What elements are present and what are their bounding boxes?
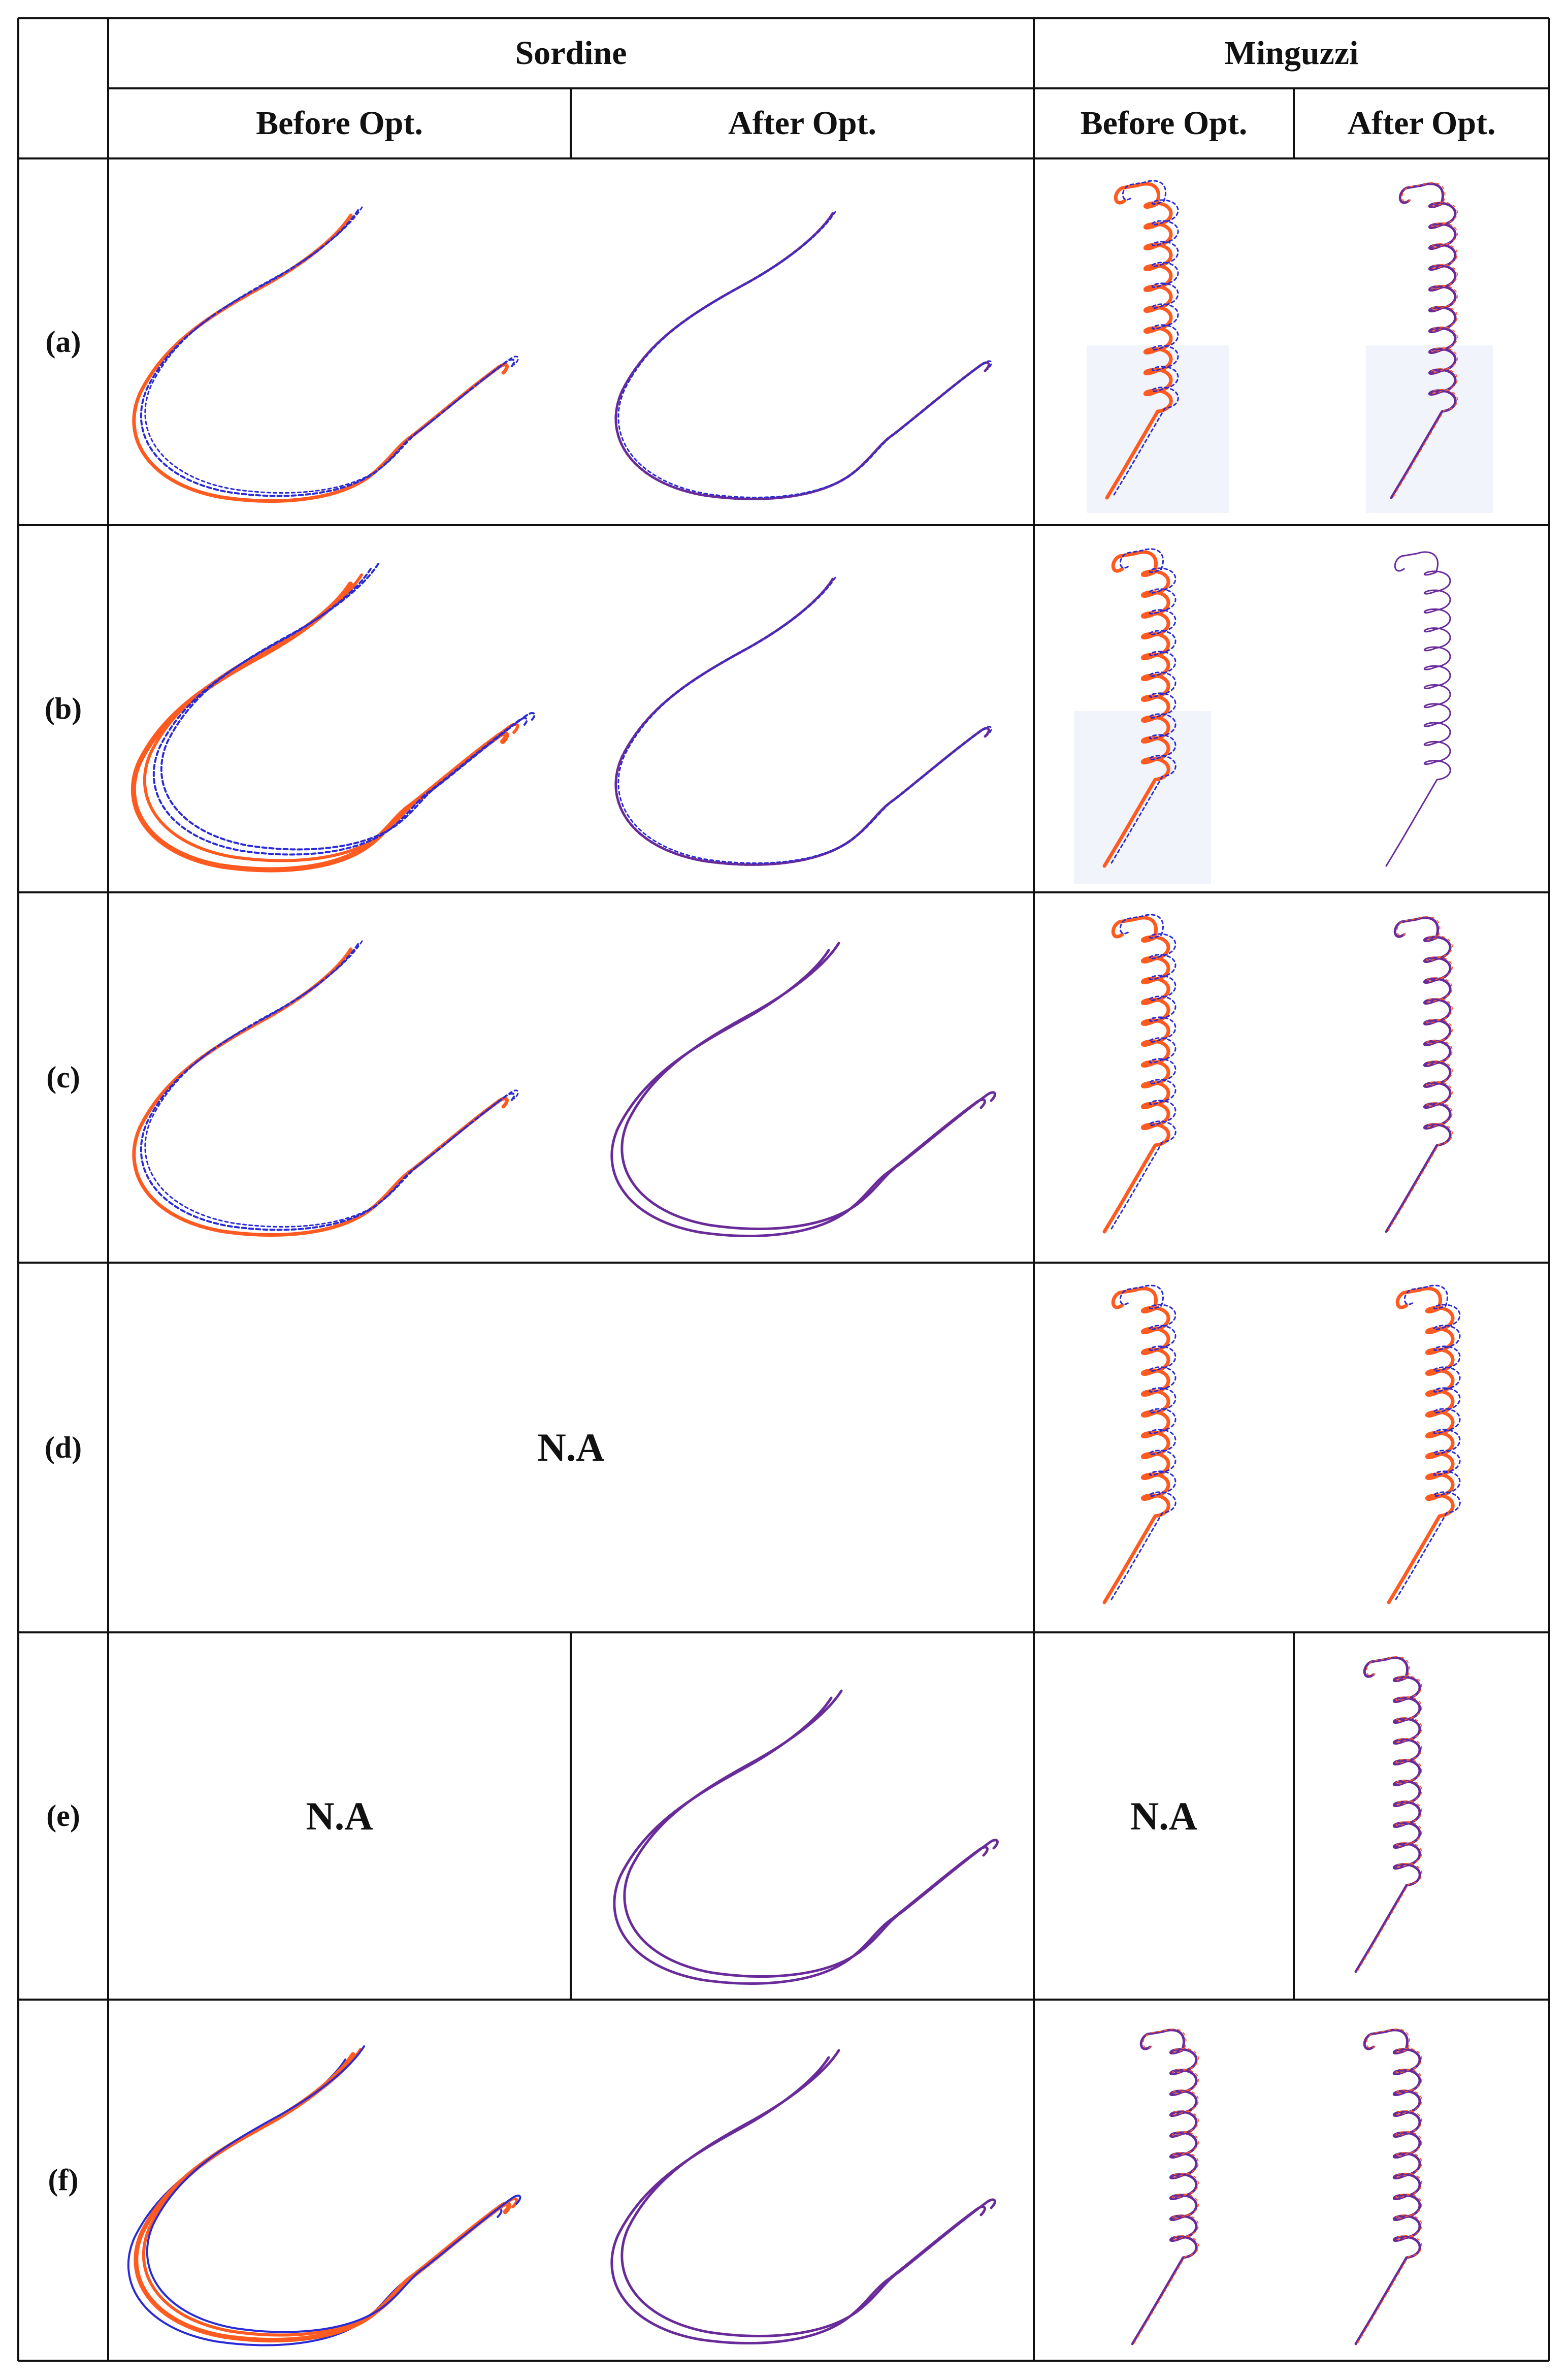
row-label-d: (d) [44, 1430, 82, 1464]
trajectory-orange [1393, 182, 1458, 497]
trajectory-merged [610, 2056, 986, 2344]
trajectory-blue [1395, 1284, 1461, 1600]
trajectory-orange [1102, 916, 1170, 1234]
trajectory-orange [143, 573, 519, 862]
header-minguzzi-before: Before Opt. [1080, 105, 1248, 142]
trajectory-orange [130, 582, 509, 873]
trajectory-merged [610, 949, 986, 1237]
row-label-e: (e) [46, 1799, 80, 1832]
trajectory-merged [614, 577, 990, 866]
header-sordine-before: Before Opt. [256, 105, 423, 142]
na-row-e-minguzzi-before: N.A [1130, 1793, 1198, 1838]
header-minguzzi-after: After Opt. [1347, 105, 1496, 142]
trajectory-merged [1354, 1656, 1421, 1973]
row-label-a: (a) [45, 325, 81, 359]
header-minguzzi: Minguzzi [1224, 35, 1359, 72]
trajectory-merged [620, 942, 996, 1230]
row-label-f: (f) [48, 2163, 79, 2197]
trajectory-blue [160, 563, 536, 851]
trajectory-merged [1390, 182, 1457, 499]
trajectory-orange [142, 2048, 518, 2337]
trajectory-orange [1387, 1287, 1455, 1604]
trajectory-merged [1131, 2029, 1198, 2345]
trajectory-merged [614, 212, 990, 500]
trajectory-blue [1110, 1284, 1177, 1600]
trajectory-merged [623, 1689, 999, 1978]
trajectory-blue [1113, 180, 1179, 496]
trajectory-blue [146, 2045, 521, 2333]
trajectory-blue [617, 211, 992, 498]
row-label-c: (c) [46, 1060, 80, 1094]
trajectory-blue [140, 943, 515, 1231]
trajectory-merged [613, 1696, 989, 1985]
row-label-b: (b) [44, 692, 82, 725]
trajectory-orange [1102, 1287, 1170, 1604]
trajectory-merged [1385, 551, 1451, 867]
trajectory-orange [132, 213, 509, 503]
header-sordine-after: After Opt. [728, 105, 877, 142]
trajectory-orange [1357, 2028, 1423, 2343]
trajectory-blue [140, 209, 515, 497]
trajectory-orange [1105, 182, 1173, 500]
header-sordine: Sordine [515, 35, 627, 72]
trajectory-orange [1134, 2028, 1199, 2343]
image-background-patch [1087, 345, 1229, 513]
trajectory-blue [144, 206, 519, 494]
trajectory-blue [617, 576, 992, 864]
trajectory-orange [1357, 1656, 1423, 1971]
trajectory-orange [1388, 916, 1453, 1231]
na-row-e-sordine-before: N.A [306, 1793, 373, 1838]
trajectory-orange [132, 947, 509, 1237]
trajectory-merged [620, 2049, 996, 2337]
trajectory-blue [1110, 914, 1177, 1230]
trajectory-merged [1354, 2029, 1421, 2345]
trajectory-blue [152, 568, 528, 856]
trajectory-orange [1102, 550, 1170, 868]
trajectory-orange [134, 2052, 511, 2342]
trajectory-merged [1385, 916, 1452, 1233]
na-row-d-sordine: N.A [537, 1425, 605, 1469]
trajectory-blue [1110, 548, 1177, 864]
trajectory-blue [127, 2059, 503, 2346]
trajectory-blue [144, 940, 519, 1228]
